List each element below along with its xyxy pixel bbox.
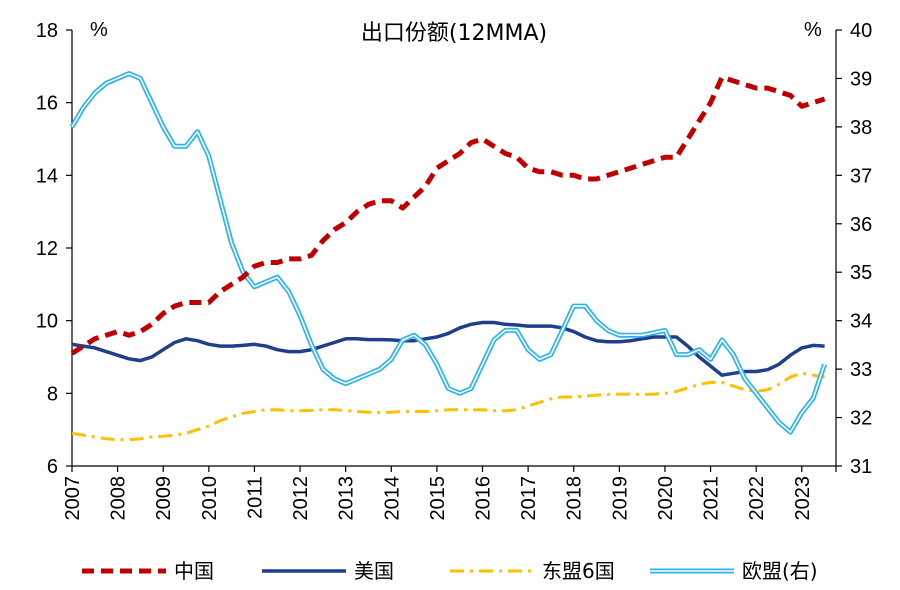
- right-tick-label: 34: [850, 311, 872, 333]
- legend-china: 中国: [82, 559, 214, 583]
- legend-label: 东盟6国: [542, 559, 615, 583]
- right-tick-label: 36: [850, 214, 872, 236]
- legend-usa: 美国: [262, 559, 394, 583]
- left-tick-label: 10: [36, 311, 58, 333]
- right-tick-label: 40: [850, 20, 872, 42]
- chart-title: 出口份额(12MMA): [361, 21, 547, 46]
- x-tick-label: 2020: [655, 476, 677, 521]
- legend-asean6: 东盟6国: [450, 559, 615, 583]
- right-tick-group: 31 32 33 34 35 36 37 38 39 40: [836, 20, 872, 478]
- x-tick-label: 2014: [381, 476, 403, 521]
- series-line-china: [70, 74, 826, 356]
- left-tick-label: 6: [47, 456, 58, 478]
- legend-label: 欧盟(右): [742, 559, 818, 583]
- series-line-asean6: [71, 371, 825, 442]
- legend-label: 中国: [174, 559, 214, 583]
- series-layer: [69, 71, 827, 442]
- x-tick-label: 2011: [244, 476, 266, 519]
- right-tick-label: 37: [850, 165, 872, 187]
- x-tick-label: 2012: [290, 476, 312, 521]
- right-tick-label: 31: [850, 456, 872, 478]
- left-tick-label: 16: [36, 93, 58, 115]
- x-tick-label: 2019: [609, 476, 631, 521]
- right-tick-label: 35: [850, 262, 872, 284]
- legend-eu: 欧盟(右): [650, 559, 818, 583]
- x-tick-label: 2015: [427, 476, 449, 521]
- left-unit-label: %: [90, 19, 108, 41]
- right-tick-label: 33: [850, 359, 872, 381]
- legend: 中国 美国 东盟6国 欧盟(右): [82, 559, 818, 583]
- x-tick-label: 2010: [199, 476, 221, 521]
- x-tick-label: 2018: [564, 476, 586, 521]
- x-tick-label: 2017: [518, 476, 540, 521]
- left-tick-label: 14: [36, 165, 58, 187]
- x-tick-label: 2022: [746, 476, 768, 521]
- right-tick-label: 38: [850, 117, 872, 139]
- legend-label: 美国: [354, 559, 394, 583]
- series-line-usa: [71, 320, 825, 377]
- x-tick-label: 2021: [701, 476, 723, 521]
- series-line-eu-inner: [71, 72, 826, 433]
- right-unit-label: %: [804, 19, 822, 41]
- x-tick-label: 2007: [62, 476, 84, 521]
- left-tick-label: 18: [36, 20, 58, 42]
- x-tick-label: 2009: [153, 476, 175, 521]
- right-tick-label: 32: [850, 408, 872, 430]
- left-tick-group: 6 8 10 12 14 16 18: [36, 20, 72, 478]
- right-tick-label: 39: [850, 68, 872, 90]
- left-tick-label: 8: [47, 383, 58, 405]
- x-tick-label: 2023: [792, 476, 814, 521]
- x-tick-label: 2016: [473, 476, 495, 521]
- series-line-eu-outer: [69, 71, 827, 435]
- left-tick-label: 12: [36, 238, 58, 260]
- x-tick-group: 2007 2008 2009 2010 2011 2012 2013 2014 2015 2016…: [62, 466, 837, 521]
- x-tick-label: 2013: [336, 476, 358, 521]
- x-tick-label: 2008: [108, 476, 130, 521]
